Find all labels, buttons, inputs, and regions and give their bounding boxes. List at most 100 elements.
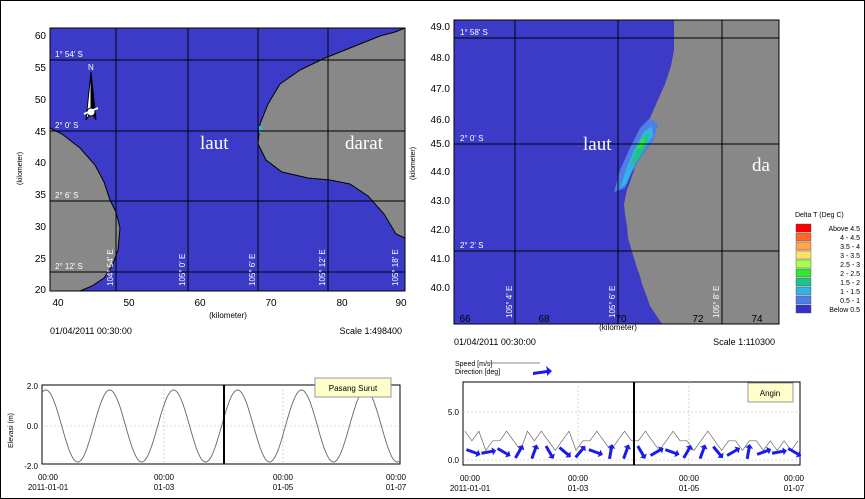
wind-arrow-icon bbox=[544, 445, 555, 459]
left-lat-label-2: 2° 0' S bbox=[55, 121, 78, 130]
right-lon-label-3: 105° 8' E bbox=[712, 286, 721, 318]
right-date: 01/04/2011 00:30:00 bbox=[454, 337, 536, 347]
right-map-border bbox=[453, 19, 780, 325]
legend-swatch bbox=[795, 295, 812, 305]
right-y-tick: 48.0 bbox=[431, 53, 451, 64]
tide-y-tick: 0.0 bbox=[27, 422, 39, 431]
right-map-land bbox=[624, 20, 779, 324]
left-lat-label-3: 2° 6' S bbox=[55, 191, 78, 200]
legend-swatch bbox=[795, 286, 812, 296]
left-y-tick: 50 bbox=[35, 95, 47, 106]
left-x-label: (kilometer) bbox=[209, 311, 247, 320]
left-x-tick: 50 bbox=[123, 298, 135, 309]
right-x-tick: 70 bbox=[615, 314, 627, 325]
wind-legend-arrow-icon bbox=[533, 366, 552, 376]
wind-arrow-icon bbox=[558, 446, 571, 458]
right-map-grid bbox=[454, 20, 779, 324]
legend-label: 1.5 - 2 bbox=[840, 280, 860, 287]
right-y-tick: 47.0 bbox=[431, 84, 451, 95]
legend-label: 3 - 3.5 bbox=[840, 253, 860, 260]
right-y-tick: 43.0 bbox=[431, 196, 451, 207]
wind-arrow-icon bbox=[588, 448, 603, 458]
right-lon-label-2: 105° 6' E bbox=[608, 286, 617, 318]
left-x-tick: 70 bbox=[265, 298, 277, 309]
legend-swatch bbox=[795, 232, 812, 242]
legend-label: Above 4.5 bbox=[828, 226, 860, 233]
left-sea-label: laut bbox=[200, 133, 229, 154]
left-map: 1° 54' S 2° 0' S 2° 6' S 2° 12' S 104° 5… bbox=[17, 27, 407, 336]
wind-arrow-icon bbox=[771, 447, 787, 456]
right-y-tick: 45.0 bbox=[431, 139, 451, 150]
left-x-tick: 90 bbox=[395, 298, 407, 309]
left-y-tick: 55 bbox=[35, 63, 47, 74]
wind-arrow-icon bbox=[682, 445, 693, 459]
right-y-tick: 44.0 bbox=[431, 167, 451, 178]
left-map-plume bbox=[259, 126, 262, 133]
tide-x-tick-time: 00:00 bbox=[386, 473, 407, 482]
wind-arrow-icon bbox=[726, 446, 741, 457]
wind-arrow-icon bbox=[574, 445, 586, 459]
wind-arrow-icon bbox=[664, 448, 680, 458]
delta-t-legend: Delta T (Deg C) Above 4.5 4 - 4.5 3.5 - 4 3… bbox=[795, 212, 860, 314]
legend-label: 2.5 - 3 bbox=[840, 262, 860, 269]
right-map-plume bbox=[614, 118, 658, 192]
left-map-grid bbox=[50, 28, 405, 291]
left-map-border bbox=[49, 27, 406, 292]
tide-series-line bbox=[41, 389, 401, 463]
right-x-tick: 66 bbox=[459, 314, 471, 325]
wind-x-tick-date: 01-03 bbox=[568, 484, 589, 493]
legend-swatch bbox=[795, 277, 812, 287]
tide-chart: Pasang Surut 2.0 0.0 -2.0 Elevasi (m) 00… bbox=[8, 377, 407, 492]
tide-chart-plot-area bbox=[41, 384, 401, 465]
wind-arrow-icon bbox=[712, 445, 724, 459]
tide-y-label: Elevasi (m) bbox=[8, 413, 15, 448]
tide-x-tick-time: 00:00 bbox=[273, 473, 294, 482]
legend-label: Below 0.5 bbox=[829, 307, 860, 314]
left-scale: Scale 1:498400 bbox=[339, 326, 402, 336]
wind-arrow-icon bbox=[698, 444, 708, 460]
left-lon-label-4: 105° 12' E bbox=[318, 249, 327, 286]
left-map-land-east bbox=[257, 27, 406, 239]
north-label: N bbox=[88, 63, 94, 72]
right-lat-label-2: 2° 0' S bbox=[460, 134, 483, 143]
legend-label: 3.5 - 4 bbox=[840, 244, 860, 251]
right-y-tick: 40.0 bbox=[431, 283, 451, 294]
right-y-tick: 41.0 bbox=[431, 254, 451, 265]
wind-x-tick-time: 00:00 bbox=[568, 474, 589, 483]
legend-swatch bbox=[795, 259, 812, 269]
legend-swatch bbox=[795, 250, 812, 260]
wind-chart: Speed [m/s] Direction [deg] Angin 5.0 0.… bbox=[448, 361, 805, 493]
wind-arrow-icon bbox=[787, 447, 802, 458]
wind-y-tick: 5.0 bbox=[448, 408, 460, 417]
wind-label-box bbox=[747, 382, 794, 403]
legend-swatch bbox=[795, 223, 812, 233]
legend-swatch bbox=[795, 304, 812, 314]
wind-x-tick-date: 01-07 bbox=[784, 484, 805, 493]
left-lat-label-4: 2° 12' S bbox=[55, 262, 83, 271]
right-y-tick: 49.0 bbox=[431, 22, 451, 33]
left-lat-label-1: 1° 54' S bbox=[55, 50, 83, 59]
left-lon-label-1: 104° 54' E bbox=[106, 249, 115, 286]
wind-x-tick-time: 00:00 bbox=[784, 474, 805, 483]
left-y-tick: 25 bbox=[35, 254, 47, 265]
wind-arrow-icon bbox=[622, 444, 632, 460]
right-x-tick: 72 bbox=[692, 314, 704, 325]
left-y-tick: 35 bbox=[35, 190, 47, 201]
left-x-tick: 60 bbox=[194, 298, 206, 309]
tide-x-tick-date: 01-07 bbox=[386, 483, 407, 492]
legend-label: 2 - 2.5 bbox=[840, 271, 860, 278]
wind-x-tick-date: 2011-01-01 bbox=[450, 484, 491, 493]
tide-x-tick-date: 01-05 bbox=[273, 483, 294, 492]
wind-arrow-icon bbox=[496, 447, 511, 458]
right-x-tick: 68 bbox=[538, 314, 550, 325]
tide-y-tick: -2.0 bbox=[24, 462, 38, 471]
legend-label: 0.5 - 1 bbox=[840, 298, 860, 305]
wind-arrow-icon bbox=[530, 444, 540, 460]
right-map: 1° 58' S 2° 0' S 2° 2' S 105° 4' E 105° … bbox=[410, 19, 780, 347]
tide-label: Pasang Surut bbox=[329, 384, 378, 393]
left-map-land-west bbox=[49, 127, 121, 292]
right-lat-label-1: 1° 58' S bbox=[460, 28, 488, 37]
legend-swatch bbox=[795, 241, 812, 251]
right-lon-label-1: 105° 4' E bbox=[505, 286, 514, 318]
wind-x-tick-time: 00:00 bbox=[679, 474, 700, 483]
